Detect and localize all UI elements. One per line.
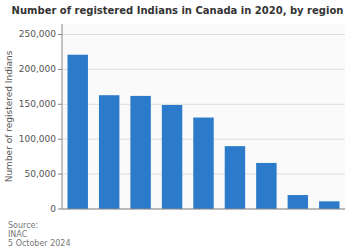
tick-mark xyxy=(58,174,62,175)
bar xyxy=(99,95,119,209)
bar xyxy=(256,163,276,209)
bar xyxy=(288,195,308,209)
title: Number of registered Indians in Canada i… xyxy=(12,5,344,16)
axis-label: Number of registered Indians xyxy=(4,50,14,182)
tick-label: 100,000 xyxy=(19,134,56,144)
y-axis-line xyxy=(62,24,63,209)
bar xyxy=(319,201,339,209)
annotation: Source:INAC5 October 2024 xyxy=(8,221,71,248)
tick-label: 50,000 xyxy=(25,169,57,179)
tick-label: 200,000 xyxy=(19,64,56,74)
bar xyxy=(193,118,213,209)
tick-mark xyxy=(58,209,62,210)
bars xyxy=(68,55,340,209)
bar xyxy=(162,105,182,209)
chart: 0 50,000 100,000 150,000 200,000 250,000 Numbe… xyxy=(0,0,355,252)
tick-label: 0 xyxy=(50,204,56,214)
tick-mark xyxy=(58,69,62,70)
tick-mark xyxy=(58,34,62,35)
grid-line xyxy=(62,209,345,210)
grid-line xyxy=(62,34,345,35)
bar xyxy=(68,55,88,209)
tick-mark xyxy=(58,104,62,105)
bar xyxy=(130,96,150,209)
x-axis-line xyxy=(62,209,345,210)
tick-label: 250,000 xyxy=(19,29,56,39)
tick-mark xyxy=(58,139,62,140)
plot-area xyxy=(62,24,345,209)
bar xyxy=(225,146,245,209)
grid-line xyxy=(62,69,345,70)
tick-label: 150,000 xyxy=(19,99,56,109)
